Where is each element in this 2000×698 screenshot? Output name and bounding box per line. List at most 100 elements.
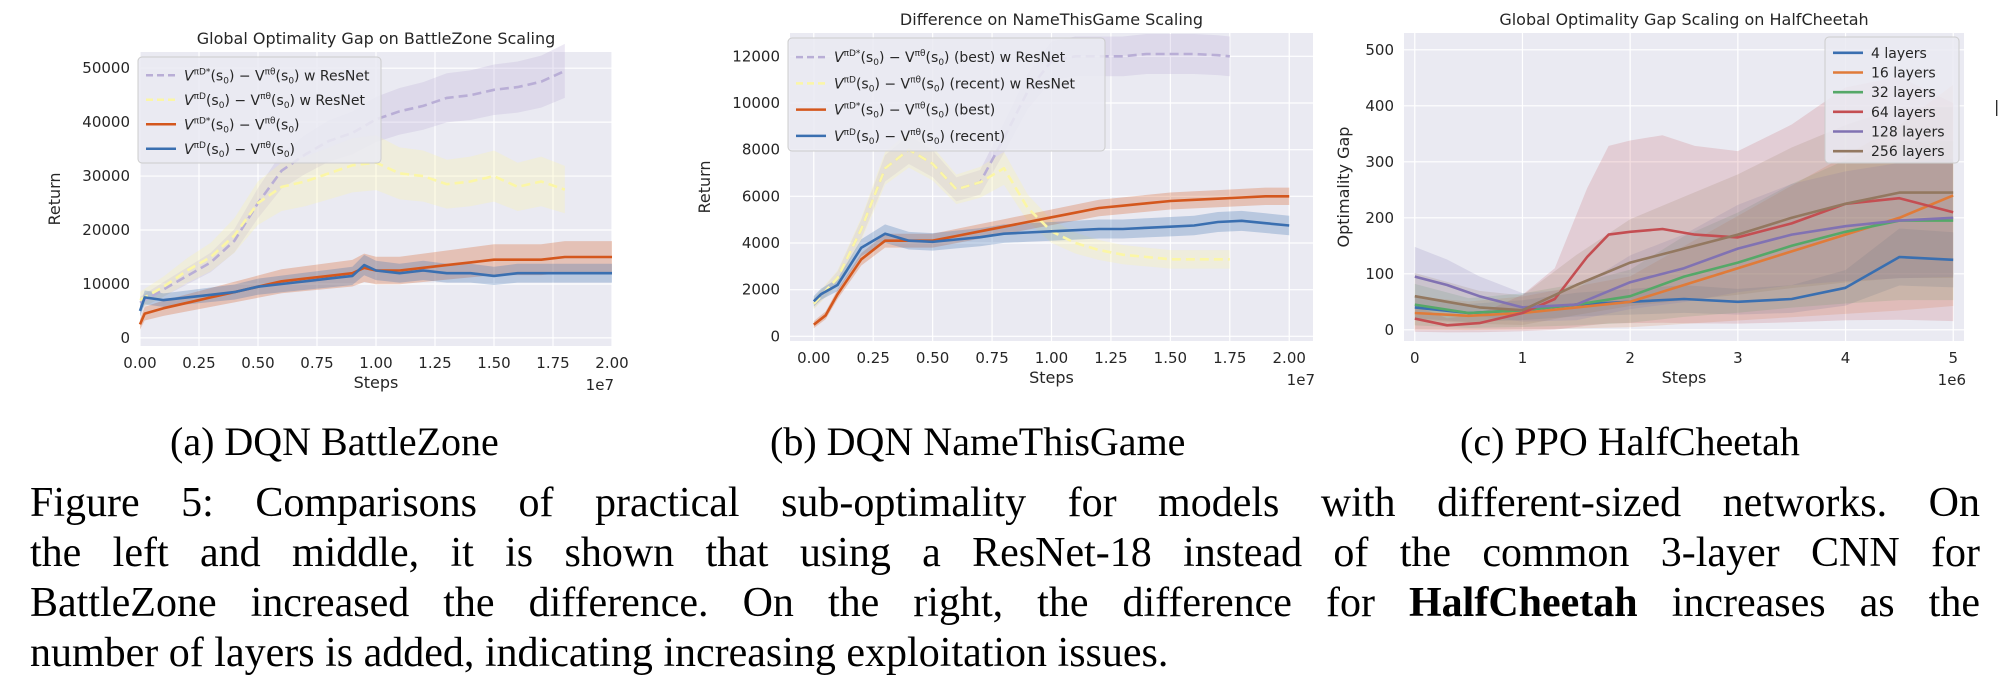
x-tick-label: 2 xyxy=(1625,349,1635,367)
x-tick-label: 1 xyxy=(1518,349,1528,367)
y-tick-label: 100 xyxy=(1365,265,1394,283)
y-tick-label: 30000 xyxy=(82,167,130,185)
series-band xyxy=(813,210,1290,307)
x-tick-label: 5 xyxy=(1948,349,1958,367)
y-tick-label: 0 xyxy=(1384,321,1394,339)
legend-entry: VπD(s0) − Vπθ(s0) (recent) w ResNet xyxy=(834,75,1076,94)
y-tick-label: 50000 xyxy=(82,59,130,77)
x-tick-label: 0.75 xyxy=(975,349,1008,367)
x-axis-label: Steps xyxy=(1662,368,1707,387)
series-band xyxy=(140,43,565,309)
subcaption-a: (a) DQN BattleZone xyxy=(170,419,499,464)
caption-line-3: BattleZone increased the difference. On … xyxy=(30,578,1980,628)
series-line xyxy=(138,263,612,312)
subcaption-b: (b) DQN NameThisGame xyxy=(770,419,1186,464)
series-line xyxy=(1414,191,1954,312)
x-tick-label: 0.25 xyxy=(857,349,890,367)
series-band xyxy=(1414,84,1954,331)
series-band xyxy=(140,135,565,309)
chart-title: Global Optimality Gap Scaling on HalfChe… xyxy=(1499,10,1868,29)
legend-entry: 32 layers xyxy=(1871,85,1936,101)
x-tick-label: 0.75 xyxy=(300,354,333,372)
legend-entry: VπD(s0) − Vπθ(s0) xyxy=(184,141,295,160)
x-axis-label: Steps xyxy=(1029,368,1074,387)
y-tick-label: 12000 xyxy=(732,47,780,65)
x-tick-label: 3 xyxy=(1733,349,1743,367)
y-axis-label: Return xyxy=(45,172,64,225)
series-line xyxy=(138,255,612,325)
series-band xyxy=(1414,107,1954,326)
y-tick-label: 20000 xyxy=(82,221,130,239)
legend-entry: VπD*(s0) − Vπθ(s0) xyxy=(184,116,300,135)
series-band xyxy=(813,187,1290,329)
series-line xyxy=(1414,219,1954,315)
y-tick-label: 200 xyxy=(1365,209,1394,227)
chart-title: Global Optimality Gap on BattleZone Scal… xyxy=(197,29,556,48)
series-band xyxy=(140,254,612,317)
x-tick-label: 0.00 xyxy=(797,349,830,367)
legend-entry: VπD*(s0) − Vπθ(s0) w ResNet xyxy=(184,67,370,86)
series-line xyxy=(139,161,566,302)
x-tick-label: 2.00 xyxy=(595,354,628,372)
x-multiplier-label: 1e6 xyxy=(1938,371,1966,389)
x-tick-label: 2.00 xyxy=(1273,349,1306,367)
panel-battlezone: 0.00 0.25 0.50 0.75 1.00 1.25 1.50 1.75 2.00 0 100… xyxy=(45,29,629,394)
panel-namethisgame: 0.00 0.25 0.50 0.75 1.00 1.25 1.50 1.75 2.00 0 200… xyxy=(695,10,1315,389)
x-tick-label: 1.75 xyxy=(536,354,569,372)
y-tick-label: 10000 xyxy=(82,275,130,293)
legend-entry: 16 layers xyxy=(1871,66,1936,82)
x-tick-label: 0.25 xyxy=(182,354,215,372)
legend-box xyxy=(787,37,1106,152)
caption-line-3-start: BattleZone increased the difference. On … xyxy=(30,580,1409,626)
legend-entry: 256 layers xyxy=(1871,144,1945,160)
legend-entry: VπD*(s0) − Vπθ(s0) (best) w ResNet xyxy=(834,49,1066,68)
x-tick-label: 4 xyxy=(1841,349,1851,367)
subcaption-c: (c) PPO HalfCheetah xyxy=(1460,419,1800,464)
y-tick-label: 0 xyxy=(120,329,130,347)
y-tick-label: 8000 xyxy=(742,141,780,159)
legend-entry: VπD*(s0) − Vπθ(s0) (best) xyxy=(834,102,995,121)
x-tick-label: 0.50 xyxy=(241,354,274,372)
y-tick-label: 10000 xyxy=(732,94,780,112)
caption-line-1: Figure 5: Comparisons of practical sub-o… xyxy=(30,480,1980,526)
chart-title: Difference on NameThisGame Scaling xyxy=(900,10,1203,29)
x-tick-label: 1.75 xyxy=(1213,349,1246,367)
caption-line-3-end: increases as the xyxy=(1637,580,1980,626)
y-tick-label: 2000 xyxy=(742,281,780,299)
series-band xyxy=(1414,141,1954,328)
series-band xyxy=(1414,76,1954,333)
x-tick-label: 1.50 xyxy=(477,354,510,372)
legend-entry: VπD(s0) − Vπθ(s0) w ResNet xyxy=(184,92,365,111)
legend-box xyxy=(137,56,382,164)
series-band xyxy=(1414,158,1954,322)
y-tick-label: 4000 xyxy=(742,234,780,252)
x-tick-label: 1.50 xyxy=(1154,349,1187,367)
figure-caption: Figure 5: Comparisons of practical sub-o… xyxy=(30,478,1980,678)
x-tick-label: 0.50 xyxy=(916,349,949,367)
y-tick-label: 400 xyxy=(1365,97,1394,115)
x-axis-label: Steps xyxy=(354,373,399,392)
x-tick-label: 1.25 xyxy=(1094,349,1127,367)
x-multiplier-label: 1e7 xyxy=(586,376,614,394)
legend-entry: VπD(s0) − Vπθ(s0) (recent) xyxy=(834,128,1005,147)
y-tick-label: 500 xyxy=(1365,41,1394,59)
panel-halfcheetah: 0 1 2 3 4 5 0 100 200 300 400 500 Global Optimality … xyxy=(1334,10,1966,389)
caption-line-2: the left and middle, it is shown that us… xyxy=(30,530,1980,576)
series-line xyxy=(812,219,1290,303)
y-tick-label: 0 xyxy=(770,327,780,345)
y-tick-label: 6000 xyxy=(742,187,780,205)
series-line xyxy=(1414,196,1954,327)
series-line xyxy=(812,148,1230,305)
series-line xyxy=(1414,216,1954,309)
x-tick-label: 1.25 xyxy=(418,354,451,372)
y-axis-label: Optimality Gap xyxy=(1334,127,1353,248)
series-line xyxy=(812,195,1290,326)
x-tick-label: 1.00 xyxy=(359,354,392,372)
series-line xyxy=(139,69,566,304)
legend-entry: 128 layers xyxy=(1871,125,1945,141)
legend-entry: 4 layers xyxy=(1871,46,1927,62)
x-tick-label: 0 xyxy=(1410,349,1420,367)
y-axis-label: Return xyxy=(695,160,714,213)
series-band xyxy=(140,241,612,330)
